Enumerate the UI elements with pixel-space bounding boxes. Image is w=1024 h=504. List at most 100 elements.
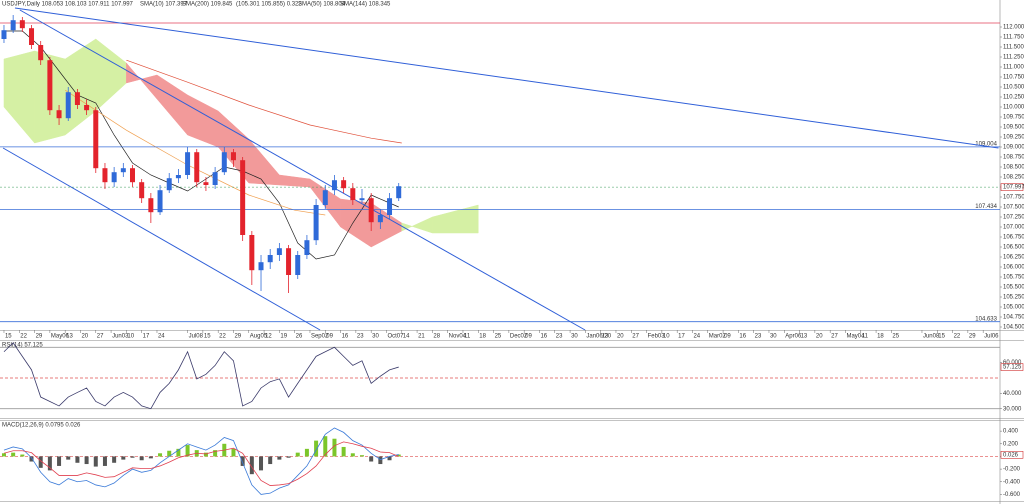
current-box [1000,451,1024,459]
x-tick-label: 24 [158,334,165,340]
y-tick-label: 106.250 [1003,255,1024,261]
x-tick-label: 23 [556,334,563,340]
y-tick-label: 105.000 [1003,305,1024,311]
candle-body [194,152,200,183]
y-tick-label: 104.750 [1003,315,1024,321]
candle-body [396,186,402,199]
histogram-bar [102,456,107,466]
x-tick-label: 30 [372,334,379,340]
histogram-bar [20,454,25,457]
histogram-bar [139,456,144,461]
histogram-bar [286,456,291,458]
x-tick-label: 16 [540,334,547,340]
histogram-bar [259,456,264,471]
x-tick-label: 22 [954,334,961,340]
macd-line [3,427,399,495]
x-tick-label: Feb03 [648,334,666,340]
header-text: SMA(200) 109.845 [182,2,233,8]
candle-body [139,182,145,199]
y-tick-label: 30.000 [1003,406,1022,412]
x-tick-label: 17 [678,334,685,340]
candle-body [148,198,154,213]
y-tick-label: 107.250 [1003,215,1024,221]
x-tick-label: May06 [51,334,70,340]
candle-body [175,175,181,179]
header-text: USDJPY,Daily 108.053 108.103 107.911 107… [2,2,134,8]
candle-body [313,205,319,241]
histogram-bar [314,440,319,457]
x-tick-label: 25 [892,334,899,340]
candle-body [38,45,44,61]
x-tick-label: Aug05 [250,334,268,340]
y-tick-label: 110.000 [1003,105,1024,111]
histogram-bar [304,448,309,457]
x-tick-label: 19 [280,334,287,340]
y-tick-label: 112.000 [1003,25,1024,31]
histogram-bar [66,456,71,460]
trendline [14,7,999,149]
candle-body [249,235,255,271]
y-tick-label: 109.000 [1003,145,1024,151]
x-tick-label: Oct07 [387,334,404,340]
candle-body [93,110,99,169]
x-tick-label: 18 [877,334,884,340]
candle-body [240,160,246,235]
histogram-bar [47,456,52,471]
x-tick-label: Jun08 [923,334,940,340]
candle-body [258,262,264,271]
candle-body [47,60,53,111]
candle-body [331,180,337,191]
candle-body [166,178,172,191]
y-tick-label: -0.400 [1003,479,1021,485]
histogram-bar [57,456,62,466]
histogram-bar [350,453,355,457]
y-tick-label: 110.500 [1003,85,1024,91]
header-text: SMA(144) 108.345 [340,2,391,8]
candle-body [387,198,393,215]
y-tick-label: 108.250 [1003,175,1024,181]
y-tick-label: 105.250 [1003,295,1024,301]
histogram-bar [84,456,89,465]
y-tick-label: 105.500 [1003,285,1024,291]
candle-body [341,180,347,189]
header-text: (105.301 105.855) 0.322 [236,2,302,8]
candle-body [120,168,126,173]
x-tick-label: 15 [204,334,211,340]
histogram-bar [29,456,34,462]
candle-body [185,152,191,175]
candle-body [111,172,117,183]
y-tick-label: 111.500 [1003,45,1024,51]
candle-body [1,30,7,39]
histogram-bar [185,445,190,457]
x-tick-label: 15 [5,334,12,340]
x-tick-label: 14 [403,334,410,340]
histogram-bar [268,456,273,465]
x-tick-label: 16 [739,334,746,340]
candle-body [295,255,301,275]
x-tick-label: 13 [602,334,609,340]
y-tick-label: 110.250 [1003,95,1024,101]
x-tick-label: 30 [571,334,578,340]
y-tick-label: 107.000 [1003,225,1024,231]
histogram-bar [332,438,337,457]
x-tick-label: 20 [617,334,624,340]
x-tick-label: May04 [846,334,865,340]
histogram-bar [387,456,392,461]
cloud [462,204,479,234]
x-tick-label: 29 [36,334,43,340]
histogram-bar [11,452,16,457]
x-tick-label: Sep02 [311,334,329,340]
histogram-bar [1,453,6,457]
candle-body [212,172,218,185]
histogram-bar [295,452,300,457]
signal-line [3,441,399,486]
x-tick-label: 24 [693,334,700,340]
y-tick-label: 110.750 [1003,75,1024,81]
moving-average [64,89,326,216]
y-tick-label: 106.750 [1003,235,1024,241]
y-tick-label: 107.750 [1003,195,1024,201]
y-tick-label: 111.250 [1003,55,1024,61]
